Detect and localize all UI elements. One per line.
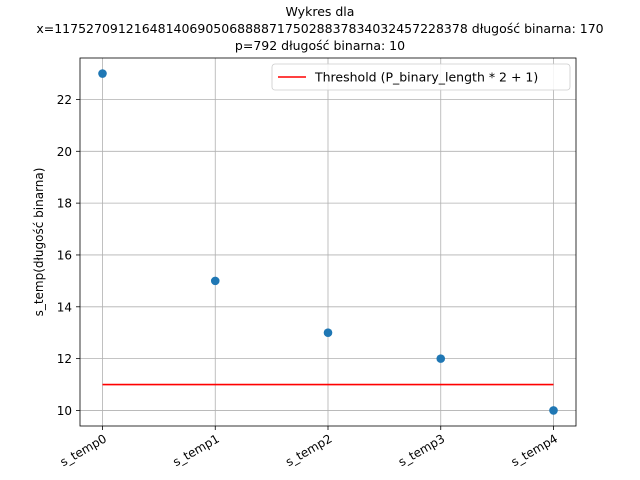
data-points — [98, 69, 558, 415]
data-point-s_temp3 — [436, 354, 446, 363]
chart-title-line: x=11752709121648140690506888871750288378… — [36, 21, 603, 36]
data-point-s_temp4 — [549, 406, 558, 415]
x-tick-label: s_temp1 — [170, 431, 221, 469]
y-axis-label: s_temp(długość binarna) — [32, 168, 46, 317]
y-tick-label: 14 — [57, 300, 72, 314]
y-tick-label: 10 — [57, 404, 72, 418]
legend-box — [271, 63, 571, 91]
y-axis-ticks: 10 12 14 16 18 20 22 — [57, 93, 80, 418]
grid-lines — [80, 58, 576, 426]
chart-title: Wykres dla x=1175270912164814069050688887… — [36, 4, 603, 53]
data-point-s_temp1 — [210, 276, 220, 286]
data-point-s_temp0 — [98, 69, 107, 78]
x-tick-label: s_temp2 — [283, 431, 334, 469]
y-tick-label: 22 — [57, 93, 72, 107]
data-point-s_temp2 — [323, 328, 333, 338]
x-axis-ticks: s_temp0 s_temp1 s_temp2 s_temp3 s_temp4 — [58, 426, 560, 469]
x-tick-label: s_temp4 — [509, 431, 560, 469]
y-tick-label: 18 — [57, 197, 72, 211]
x-tick-label: s_temp0 — [58, 431, 109, 469]
legend: Threshold (P_binary_length * 2 + 1) — [271, 63, 571, 91]
chart-title-line: p=792 długość binarna: 10 — [235, 38, 405, 53]
y-tick-label: 20 — [57, 145, 72, 159]
y-tick-label: 16 — [57, 248, 72, 262]
chart-title-line: Wykres dla — [286, 4, 355, 19]
y-tick-label: 12 — [57, 352, 72, 366]
legend-label: Threshold (P_binary_length * 2 + 1) — [314, 70, 538, 85]
x-tick-label: s_temp3 — [396, 431, 447, 469]
